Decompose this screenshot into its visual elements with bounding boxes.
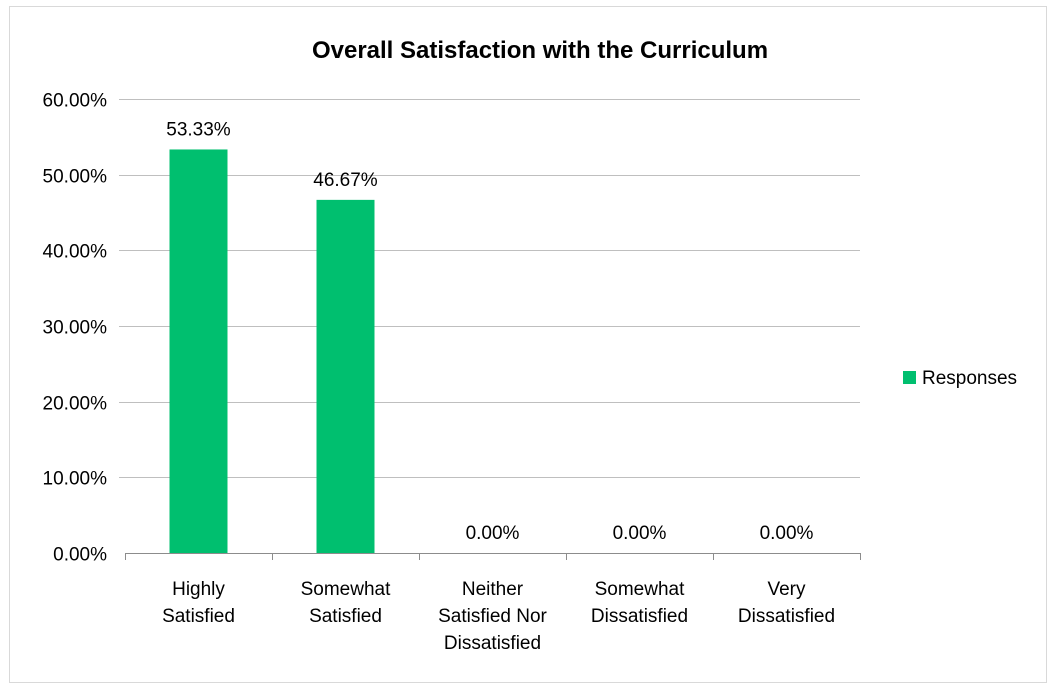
data-label: 0.00% [613,523,667,544]
y-tick-label: 30.00% [43,318,108,339]
data-label: 0.00% [466,523,520,544]
data-label: 0.00% [760,523,814,544]
gridlines [119,99,860,478]
x-tick-label: Neither Satisfied Nor Dissatisfied [438,579,547,654]
y-tick-label: 50.00% [43,167,108,188]
x-tick-label-line: Highly [172,579,225,600]
x-axis-tick-labels: Highly Satisfied Somewhat Satisfied Neither S… [162,579,835,654]
x-tick-label-line: Dissatisfied [591,606,688,627]
data-labels: 53.33% 46.67% 0.00% 0.00% 0.00% [166,119,813,544]
x-tick-label-line: Neither [462,579,524,600]
x-tick-label-line: Satisfied [309,606,382,627]
x-tick-label: Highly Satisfied [162,579,235,627]
legend: Responses [903,368,1017,389]
x-tick-label-line: Dissatisfied [444,633,541,654]
bar [316,199,375,554]
x-tick-label-line: Dissatisfied [738,606,835,627]
legend-label: Responses [922,368,1017,389]
y-tick-label: 60.00% [43,91,108,112]
x-tick-label: Somewhat Dissatisfied [591,579,688,627]
y-axis-tick-labels: 0.00% 10.00% 20.00% 30.00% 40.00% 50.00% 60.00… [43,91,108,566]
x-tick-label-line: Satisfied Nor [438,606,547,627]
y-tick-label: 0.00% [53,545,107,566]
bars [169,149,375,554]
y-tick-label: 20.00% [43,394,108,415]
x-tick-label: Very Dissatisfied [738,579,835,627]
chart-title: Overall Satisfaction with the Curriculum [312,37,768,64]
x-tick-label-line: Satisfied [162,606,235,627]
x-tick-label-line: Somewhat [595,579,685,600]
bar [169,149,228,553]
x-tick-label: Somewhat Satisfied [301,579,391,627]
data-label: 46.67% [313,170,378,191]
legend-swatch [903,371,916,384]
y-tick-label: 40.00% [43,242,108,263]
x-axis [125,553,861,560]
data-label: 53.33% [166,119,231,140]
x-tick-label-line: Somewhat [301,579,391,600]
chart-border [9,6,1047,683]
x-tick-label-line: Very [767,579,806,600]
y-tick-label: 10.00% [43,469,108,490]
